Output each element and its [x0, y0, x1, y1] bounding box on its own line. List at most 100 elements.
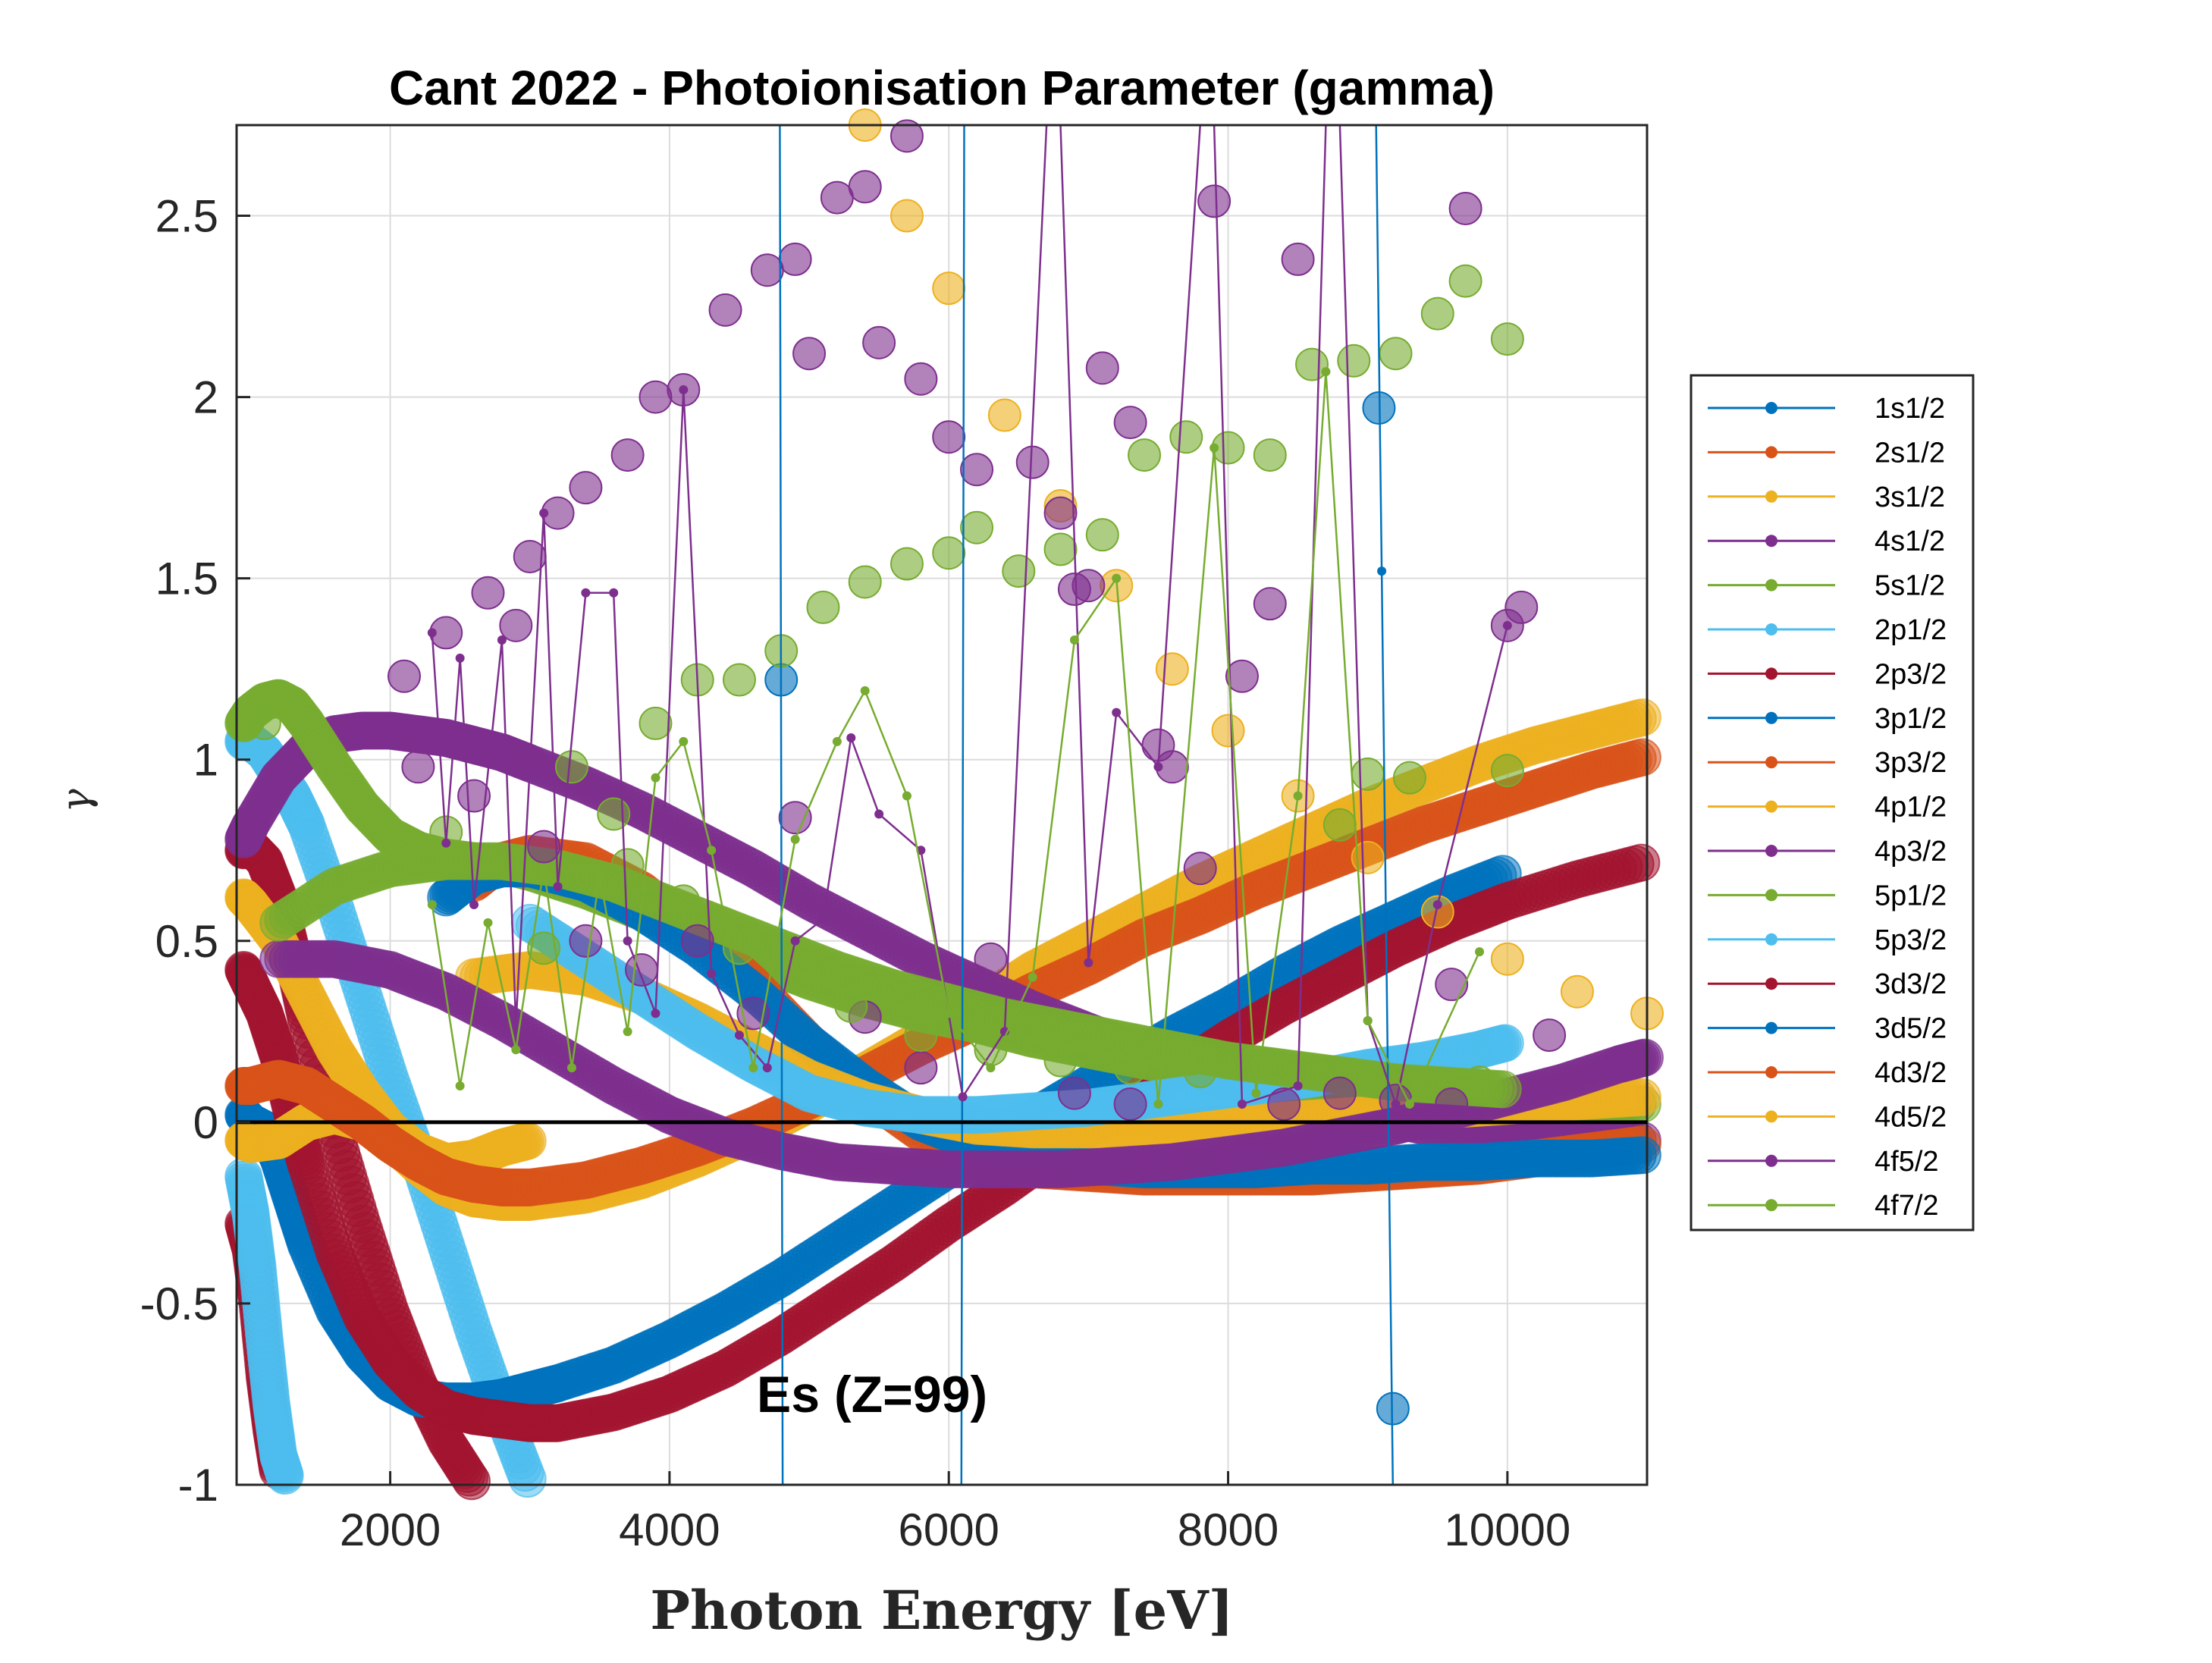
series-line-dot: [707, 968, 717, 978]
series-line-dot: [427, 899, 437, 909]
legend-label: 5p3/2: [1875, 924, 1947, 956]
series-line-dot: [455, 653, 465, 663]
data-point: [974, 1033, 1008, 1067]
legend-swatch-marker: [1765, 667, 1777, 680]
data-point: [778, 801, 812, 835]
legend-label: 4d5/2: [1875, 1101, 1947, 1133]
legend-swatch-marker: [1765, 800, 1777, 813]
data-point: [987, 398, 1021, 432]
legend-label: 4f7/2: [1875, 1190, 1939, 1222]
data-point: [569, 471, 603, 505]
series-line-dot: [609, 588, 619, 598]
data-point: [778, 242, 812, 276]
data-point: [401, 750, 435, 784]
data-point: [610, 848, 645, 882]
data-point: [1253, 438, 1287, 472]
data-point: [638, 706, 673, 740]
legend-swatch-marker: [1765, 623, 1777, 635]
series-line-dot: [427, 628, 437, 638]
data-point: [1448, 191, 1483, 225]
series-line-dot: [874, 809, 884, 819]
data-point: [387, 659, 421, 693]
series-line-dot: [441, 838, 451, 848]
data-point: [610, 438, 645, 472]
legend-label: 4f5/2: [1875, 1146, 1939, 1178]
curve-marker: [265, 1457, 304, 1495]
series-line-dot: [1391, 1099, 1401, 1109]
legend-swatch-marker: [1765, 845, 1777, 857]
y-axis-label: γ: [54, 789, 99, 813]
legend-label: 3p3/2: [1875, 747, 1947, 779]
series-line-dot: [1432, 899, 1442, 909]
data-point: [1322, 1076, 1357, 1110]
data-point: [1197, 184, 1232, 218]
series-line-dot: [497, 635, 507, 645]
data-point: [471, 576, 505, 610]
data-point: [848, 565, 882, 599]
data-point: [1379, 337, 1413, 371]
series-line-dot: [553, 882, 563, 892]
data-point: [1435, 968, 1469, 1002]
series-line-dot: [1153, 1099, 1163, 1109]
series-line-dot: [511, 1045, 521, 1055]
data-point: [1504, 590, 1539, 624]
y-tick-label: 0: [193, 1097, 218, 1148]
series-line-dot: [1502, 620, 1512, 630]
series-line-dot: [651, 1009, 660, 1018]
legend-label: 4p1/2: [1875, 792, 1947, 824]
series-line-dot: [1028, 972, 1037, 982]
data-point: [1295, 347, 1329, 381]
data-point: [1392, 761, 1426, 795]
data-point: [904, 362, 938, 396]
legend-swatch-marker: [1765, 1021, 1777, 1034]
series-line-dot: [679, 385, 689, 395]
data-point: [806, 590, 840, 624]
series-line-dot: [1321, 367, 1331, 377]
series-line-dot: [623, 936, 632, 946]
series-line-dot: [651, 773, 660, 783]
series-line-dot: [455, 1081, 465, 1091]
data-point: [1490, 322, 1524, 356]
x-tick-label: 6000: [898, 1505, 999, 1555]
data-point: [1155, 652, 1189, 686]
data-point: [1337, 344, 1371, 378]
legend-swatch-marker: [1765, 579, 1777, 591]
data-point: [1351, 757, 1385, 791]
data-point: [932, 420, 966, 454]
curve-marker: [1623, 1136, 1661, 1175]
data-point: [1113, 1051, 1147, 1085]
data-point: [1490, 942, 1524, 976]
data-point: [792, 337, 827, 371]
data-point: [890, 547, 924, 581]
x-tick-label: 2000: [340, 1505, 441, 1555]
legend-label: 3d5/2: [1875, 1013, 1947, 1045]
legend-swatch-marker: [1765, 711, 1777, 724]
legend-label: 3p1/2: [1875, 703, 1947, 735]
series-line-dot: [790, 834, 800, 844]
y-tick-label: 2.5: [155, 191, 218, 242]
data-point: [862, 325, 896, 359]
series-line-dot: [734, 1031, 744, 1040]
legend: 1s1/22s1/23s1/24s1/25s1/22p1/22p3/23p1/2…: [1690, 374, 1975, 1232]
data-point: [820, 180, 854, 215]
data-point: [848, 170, 882, 204]
chart-title: Cant 2022 - Photoionisation Parameter (g…: [389, 61, 1495, 115]
legend-label: 2p3/2: [1875, 658, 1947, 690]
data-point: [722, 663, 756, 697]
data-point: [708, 293, 742, 327]
data-point: [1043, 1043, 1078, 1078]
data-point: [1183, 1054, 1217, 1088]
series-line-dot: [986, 1063, 996, 1073]
legend-swatch-marker: [1765, 889, 1777, 902]
legend-label: 2p1/2: [1875, 614, 1947, 646]
data-point: [1002, 554, 1036, 588]
y-tick-label: -1: [178, 1460, 218, 1511]
data-point: [1448, 264, 1483, 298]
series-line-dot: [595, 871, 604, 880]
legend-swatch-marker: [1765, 535, 1777, 548]
data-point: [625, 953, 659, 987]
series-line-dot: [581, 588, 591, 598]
data-point: [1043, 496, 1078, 530]
series-line-dot: [1475, 947, 1485, 957]
series-line-dot: [483, 918, 493, 927]
